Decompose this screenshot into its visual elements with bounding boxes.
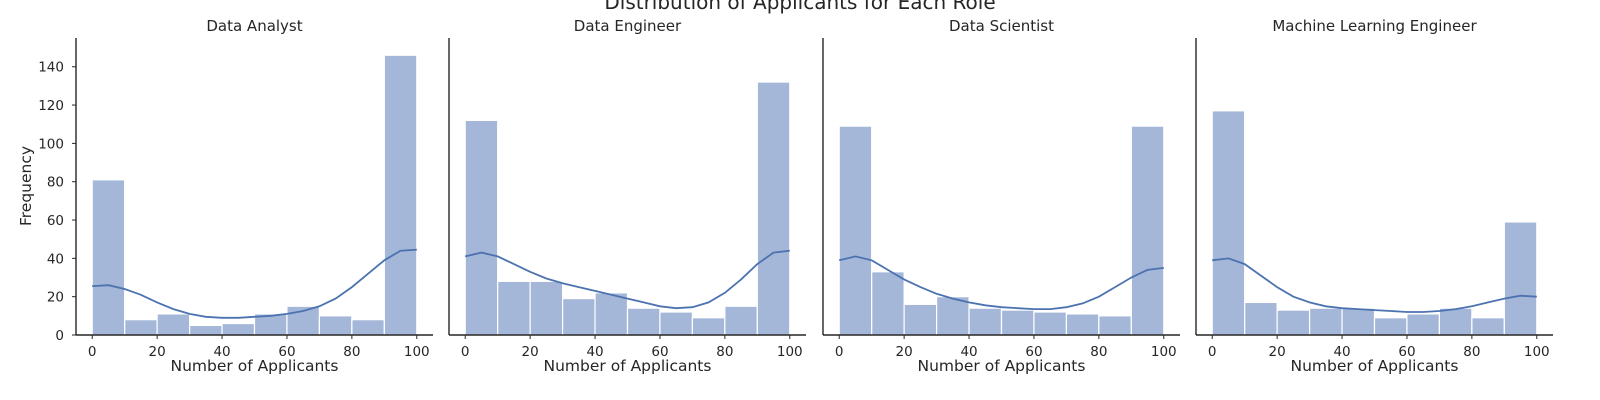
panel-2: Data Scientist 0 20 40 60 80 100 Number of Appl… (822, 17, 1180, 375)
histogram-bar (497, 280, 531, 336)
histogram-bar (318, 315, 353, 336)
histogram-bar (838, 125, 873, 336)
histogram-bar (691, 317, 726, 336)
histogram-bar (626, 307, 661, 336)
histogram-bar (1503, 221, 1538, 336)
histogram-bar (968, 307, 1003, 336)
x-tick-label: 40 (586, 344, 603, 360)
x-tick-label: 80 (716, 344, 733, 360)
histogram-bar (1065, 313, 1100, 336)
y-tick-label: 140 (38, 60, 64, 76)
histogram-bar (1000, 309, 1035, 336)
y-tick-label: 40 (47, 251, 64, 267)
histogram-bar (1033, 311, 1068, 336)
x-tick-label: 80 (1463, 344, 1480, 360)
histogram-bar (724, 305, 758, 336)
histogram-bar (156, 313, 191, 336)
x-tick-label: 80 (1090, 344, 1107, 360)
panel-title: Machine Learning Engineer (1272, 17, 1477, 35)
x-tick-label: 60 (278, 344, 295, 360)
kde-line (838, 255, 1164, 310)
histogram-bar (529, 280, 564, 336)
x-tick-label: 40 (1333, 344, 1350, 360)
y-tick-label: 0 (55, 328, 64, 344)
histogram-bar (1276, 309, 1311, 336)
histogram-bar (659, 311, 694, 336)
panel-0: Data Analyst 0 20 40 60 80 100 0 20 40 60 80 100 120 1… (38, 17, 433, 375)
histogram-bar (1211, 110, 1246, 336)
x-tick-label: 0 (835, 344, 844, 360)
panel-title: Data Scientist (949, 17, 1054, 35)
y-tick-label: 60 (47, 213, 64, 229)
x-tick-label: 100 (404, 344, 430, 360)
x-tick-label: 20 (149, 344, 166, 360)
histogram-bar (1308, 307, 1343, 336)
histogram-bar (756, 81, 791, 336)
panel-title: Data Analyst (206, 17, 302, 35)
y-tick-label: 100 (38, 136, 64, 152)
y-tick-label: 20 (47, 290, 64, 306)
x-axis-label: Number of Applicants (1291, 357, 1459, 375)
x-tick-label: 100 (1151, 344, 1177, 360)
histogram-bar (871, 271, 905, 336)
histogram-bar (351, 319, 385, 336)
x-tick-label: 20 (896, 344, 913, 360)
histogram-bar (594, 292, 629, 336)
histogram-bar (1130, 125, 1165, 336)
x-axis-label: Number of Applicants (544, 357, 712, 375)
histogram-bar (935, 296, 970, 336)
histogram-bar (1098, 315, 1132, 336)
histogram-bar (561, 297, 596, 336)
y-tick-label: 120 (38, 98, 64, 114)
histogram-bar (1406, 313, 1441, 336)
figure-title: Distribution of Applicants for Each Role (604, 0, 995, 14)
kde-line (464, 249, 790, 310)
histogram-bar (221, 322, 256, 336)
histogram-bar (1471, 317, 1505, 336)
x-tick-label: 80 (343, 344, 360, 360)
x-tick-label: 60 (651, 344, 668, 360)
x-axis-label: Number of Applicants (171, 357, 339, 375)
histogram-bar (1244, 301, 1278, 336)
x-tick-label: 0 (461, 344, 470, 360)
histogram-bar (124, 319, 158, 336)
kde-line (1212, 257, 1537, 313)
x-tick-label: 0 (1208, 344, 1217, 360)
x-tick-label: 20 (522, 344, 539, 360)
x-tick-label: 100 (1524, 344, 1550, 360)
histogram-bar (1438, 307, 1473, 336)
x-tick-label: 20 (1269, 344, 1286, 360)
x-tick-label: 40 (960, 344, 977, 360)
x-tick-label: 60 (1398, 344, 1415, 360)
panel-title: Data Engineer (574, 17, 682, 35)
y-tick-label: 80 (47, 175, 64, 191)
histogram-bar (188, 324, 223, 336)
x-tick-label: 0 (88, 344, 97, 360)
panel-3: Machine Learning Engineer 0 20 40 60 80 100 Num… (1195, 17, 1553, 375)
histogram-bar (383, 54, 418, 336)
x-tick-label: 40 (213, 344, 230, 360)
histogram-bar (1373, 317, 1408, 336)
histogram-bar (464, 119, 499, 336)
x-axis-label: Number of Applicants (918, 357, 1086, 375)
x-tick-label: 60 (1025, 344, 1042, 360)
kde-line (92, 248, 417, 319)
histogram-bar (903, 303, 938, 336)
y-axis-label: Frequency (17, 146, 35, 226)
panel-1: Data Engineer 0 20 40 60 80 100 Number of Appli… (448, 17, 806, 375)
histogram-bar (91, 179, 126, 336)
x-tick-label: 100 (777, 344, 803, 360)
histogram-bar (1341, 307, 1376, 336)
